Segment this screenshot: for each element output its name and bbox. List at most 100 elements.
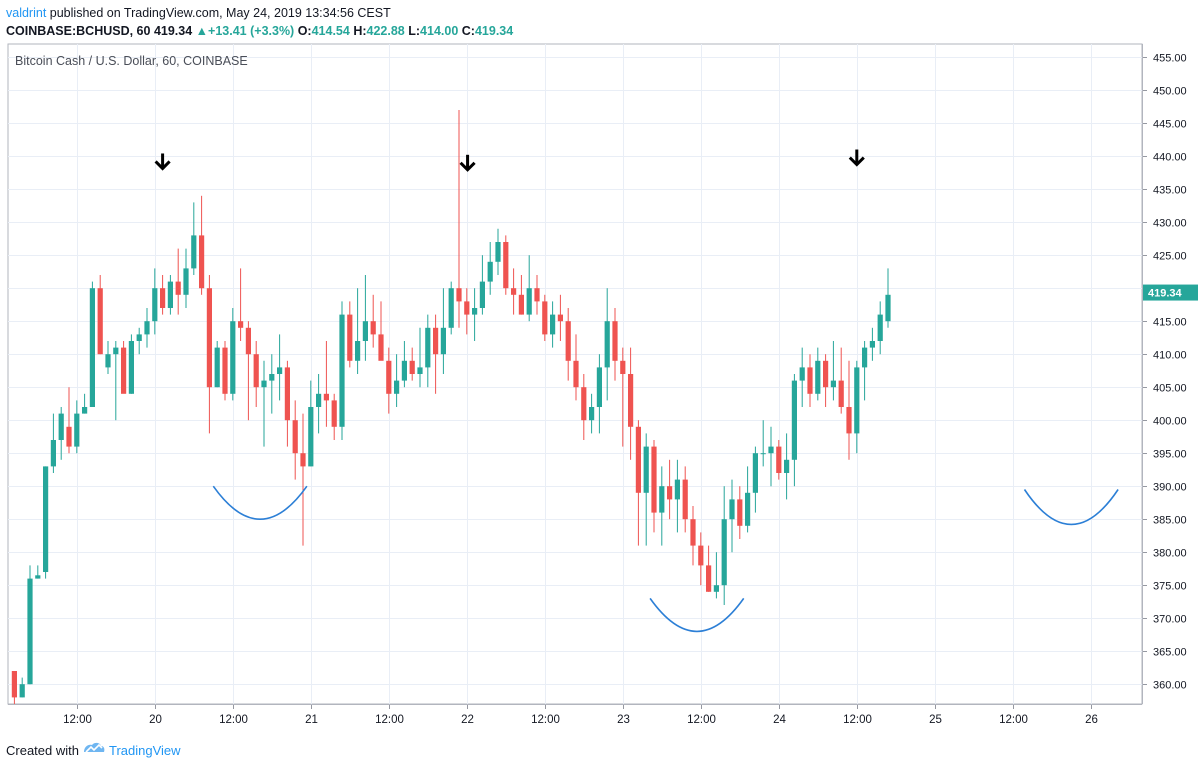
candle-body	[308, 407, 314, 467]
candle-body	[50, 440, 56, 467]
price-change: +13.41 (+3.3%)	[208, 24, 295, 38]
candle-body	[464, 301, 470, 315]
y-tick-label: 415.00	[1153, 317, 1187, 329]
candle-body	[89, 288, 95, 407]
candle-body	[557, 314, 563, 322]
candle-body	[394, 380, 400, 394]
low-label: L:	[408, 24, 421, 38]
candle-body	[791, 380, 797, 460]
candle-body	[869, 341, 875, 348]
candle-body	[830, 380, 836, 388]
candle-body	[386, 360, 392, 394]
candle-body	[628, 374, 634, 427]
open-label: O:	[297, 24, 312, 38]
y-tick-label: 445.00	[1153, 119, 1187, 131]
high-label: H:	[353, 24, 367, 38]
x-tick-label: 22	[461, 714, 474, 726]
close-label: C:	[461, 24, 475, 38]
candle-body	[113, 347, 119, 355]
candle-body	[659, 486, 665, 513]
candle-body	[745, 492, 751, 526]
y-tick-label: 425.00	[1153, 251, 1187, 263]
candle-body	[550, 314, 556, 335]
candle-body	[269, 374, 275, 381]
candle-body	[674, 479, 680, 500]
publish-text: published on TradingView.com, May 24, 20…	[49, 6, 391, 20]
candle-body	[167, 281, 173, 308]
candle-body	[784, 459, 790, 473]
candle-body	[479, 281, 485, 308]
candle-body	[136, 334, 142, 341]
candle-body	[682, 479, 688, 520]
candle-body	[596, 367, 602, 407]
candle-body	[713, 585, 719, 592]
candle-body	[503, 242, 509, 289]
candle-body	[807, 367, 813, 394]
support-arc	[212, 485, 308, 520]
author-link[interactable]: valdrint	[6, 6, 47, 20]
up-triangle-icon: ▲	[195, 24, 209, 38]
candle-body	[160, 288, 166, 308]
candle-body	[472, 308, 478, 315]
candle-body	[448, 288, 454, 328]
candle-body	[643, 446, 649, 493]
candle-body	[199, 235, 205, 289]
candle-body	[58, 413, 64, 440]
candle-body	[440, 327, 446, 355]
candle-body	[581, 387, 587, 421]
candle-body	[97, 288, 103, 355]
publish-info: valdrint published on TradingView.com, M…	[6, 4, 391, 22]
candle-body	[370, 321, 376, 335]
y-tick-label: 455.00	[1153, 53, 1187, 65]
candle-body	[612, 321, 618, 361]
candle-body	[121, 347, 127, 394]
candle-body	[776, 446, 782, 473]
candle-body	[238, 321, 244, 328]
footer: Created with TradingView	[6, 741, 181, 760]
quote-line: COINBASE:BCHUSD, 60 419.34 ▲+13.41 (+3.3…	[6, 22, 513, 40]
candle-body	[253, 354, 259, 388]
y-tick-label: 410.00	[1153, 350, 1187, 362]
candle-body	[752, 453, 758, 493]
candle-body	[456, 288, 462, 302]
candle-body	[284, 367, 290, 421]
symbol-label: COINBASE:BCHUSD, 60	[6, 24, 151, 38]
candle-body	[433, 327, 439, 355]
down-arrow-icon	[848, 149, 865, 167]
close-value: 419.34	[474, 24, 514, 38]
candle-body	[737, 499, 743, 526]
candle-body	[667, 486, 673, 500]
candle-body	[604, 321, 610, 368]
candle-body	[799, 367, 805, 381]
y-tick-label: 440.00	[1153, 152, 1187, 164]
candle-body	[760, 453, 766, 455]
candle-body	[862, 347, 868, 368]
tradingview-link[interactable]: TradingView	[108, 742, 181, 758]
x-tick-label: 23	[617, 714, 630, 726]
y-tick-label: 375.00	[1153, 581, 1187, 593]
y-tick-label: 360.00	[1153, 680, 1187, 692]
y-tick-label: 385.00	[1153, 515, 1187, 527]
candle-body	[635, 426, 641, 493]
down-arrow-icon	[154, 153, 171, 171]
candle-body	[105, 354, 111, 368]
chart-title: Bitcoin Cash / U.S. Dollar, 60, COINBASE	[15, 54, 248, 68]
candle-body	[214, 347, 220, 388]
candle-body	[518, 294, 524, 315]
candle-body	[838, 380, 844, 407]
candle-body	[339, 314, 345, 427]
high-value: 422.88	[366, 24, 405, 38]
candle-body	[690, 519, 696, 546]
candle-body	[565, 321, 571, 361]
last-price-label: 419.34	[1148, 288, 1183, 300]
support-arc	[1023, 489, 1119, 526]
x-tick-label: 12:00	[375, 714, 404, 726]
candle-body	[815, 360, 821, 394]
down-arrow-icon	[459, 154, 476, 172]
y-tick-label: 365.00	[1153, 647, 1187, 659]
candle-body	[729, 499, 735, 520]
candle-body	[245, 327, 251, 355]
last-price-tag	[1143, 284, 1198, 301]
candle-body	[362, 321, 368, 341]
